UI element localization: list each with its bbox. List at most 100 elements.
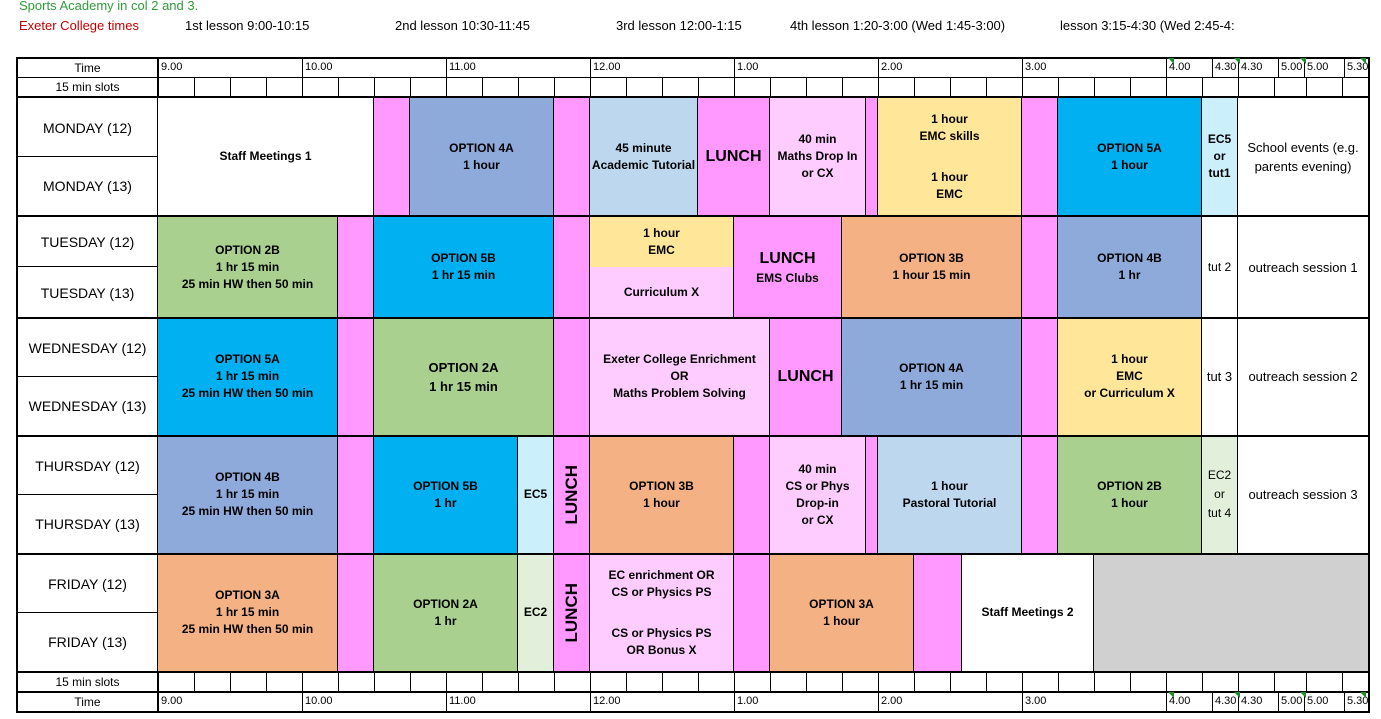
friday-option-3a: OPTION 3A 1 hr 15 min 25 min HW then 50 mi… (158, 554, 338, 671)
sports-academy-note: Sports Academy in col 2 and 3. (19, 0, 199, 13)
thursday-ec2-or-tut4: EC2 or tut 4 (1202, 436, 1238, 553)
tuesday-option-5b: OPTION 5B 1 hr 15 min (374, 216, 554, 318)
comment-marker-top-0 (1168, 58, 1174, 64)
tuesday-outreach: outreach session 1 (1238, 216, 1369, 318)
wednesday-break-3 (1022, 318, 1058, 435)
v-time-top-3 (590, 58, 591, 77)
tuesday-break-2 (554, 216, 590, 318)
v-slot-bottom-3 (266, 672, 267, 691)
footer-time-label: Time (74, 695, 101, 709)
v-slot-top-15 (698, 77, 699, 96)
v-time-top-2 (446, 58, 447, 77)
footer-tick-7: 4.00 (1169, 695, 1191, 707)
h-border-3 (16, 317, 1370, 319)
wednesday-lunch: LUNCH (770, 318, 842, 435)
v-slot-bottom-10 (518, 672, 519, 691)
header-tick-0: 9.00 (161, 61, 183, 73)
v-time-bottom-3 (590, 692, 591, 712)
header-tick-11: 5.00 (1307, 61, 1329, 73)
v-slot-bottom-6 (374, 672, 375, 691)
comment-marker-top-2 (1300, 58, 1306, 64)
v-slot-top-17 (770, 77, 771, 96)
lesson-time-2: 2nd lesson 10:30-11:45 (395, 18, 530, 33)
v-slot-bottom-12 (590, 672, 591, 691)
v-time-top-11 (1304, 58, 1305, 77)
v-time-top-0 (158, 58, 159, 77)
monday-ec5-or-tut1: EC5 or tut1 (1202, 98, 1238, 215)
footer-tick-1: 10.00 (305, 695, 333, 707)
monday-academic-tutorial: 45 minute Academic Tutorial (590, 98, 698, 215)
footer-tick-5: 2.00 (881, 695, 903, 707)
thursday-outreach: outreach session 3 (1238, 436, 1369, 553)
v-time-top-6 (1022, 58, 1023, 77)
h-header-divider (16, 77, 1370, 78)
footer-tick-6: 3.00 (1025, 695, 1047, 707)
thursday-option-2b: OPTION 2B 1 hour (1058, 436, 1202, 553)
h-border-8 (16, 711, 1370, 713)
v-slot-top-9 (482, 77, 483, 96)
footer-tick-8: 4.30 (1215, 695, 1237, 707)
v-slot-top-31 (1274, 77, 1275, 96)
v-slot-top-23 (986, 77, 987, 96)
header-tick-12: 5.30 (1347, 61, 1369, 73)
friday-option-3a-hour: OPTION 3A 1 hour (770, 554, 914, 671)
footer-tick-4: 1.00 (737, 695, 759, 707)
v-slot-top-8 (446, 77, 447, 96)
day-label-wednesday-13: WEDNESDAY (13) (28, 398, 147, 414)
day-label-tuesday-12: TUESDAY (12) (40, 233, 135, 250)
v-slot-top-5 (338, 77, 339, 96)
h-day-mon (16, 156, 158, 157)
header-tick-2: 11.00 (449, 61, 476, 73)
thursday-lunch: LUNCH (554, 436, 590, 553)
wednesday-option-2a: OPTION 2A 1 hr 15 min (374, 318, 554, 435)
comment-marker-top-1 (1234, 58, 1240, 64)
v-time-top-12 (1344, 58, 1345, 77)
v-slot-top-16 (734, 77, 735, 96)
v-slot-top-24 (1022, 77, 1023, 96)
h-border-6 (16, 671, 1370, 673)
day-label-thursday-12: THURSDAY (12) (35, 457, 140, 474)
wednesday-option-5a: OPTION 5A 1 hr 15 min 25 min HW then 50 mi… (158, 318, 338, 435)
footer-tick-9: 4.30 (1241, 695, 1263, 707)
monday-break-3 (866, 98, 878, 215)
v-time-bottom-6 (1022, 692, 1023, 712)
v-slot-bottom-7 (410, 672, 411, 691)
comment-marker-bottom-3 (1360, 692, 1366, 698)
v-slot-bottom-25 (1058, 672, 1059, 691)
friday-cs-physics-bonus: CS or Physics PS OR Bonus X (590, 613, 734, 671)
monday-break-4 (1022, 98, 1058, 215)
v-slot-top-19 (842, 77, 843, 96)
v-time-bottom-0 (158, 692, 159, 712)
friday-break-1 (338, 554, 374, 671)
v-time-bottom-5 (878, 692, 879, 712)
v-slot-top-12 (590, 77, 591, 96)
v-time-bottom-2 (446, 692, 447, 712)
monday-lunch: LUNCH (698, 98, 770, 215)
comment-marker-bottom-1 (1234, 692, 1240, 698)
v-slot-top-11 (554, 77, 555, 96)
day-label-friday-12: FRIDAY (12) (48, 575, 127, 592)
v-slot-bottom-15 (698, 672, 699, 691)
v-slot-bottom-11 (554, 672, 555, 691)
tuesday-option-4b: OPTION 4B 1 hr (1058, 216, 1202, 318)
v-slot-bottom-4 (302, 672, 303, 691)
v-slot-top-25 (1058, 77, 1059, 96)
friday-break-2 (734, 554, 770, 671)
thursday-break-1 (338, 436, 374, 553)
footer-slots-label: 15 min slots (55, 674, 120, 689)
header-tick-9: 4.30 (1241, 61, 1263, 73)
v-slot-bottom-1 (194, 672, 195, 691)
v-time-bottom-7 (1166, 692, 1167, 712)
footer-tick-2: 11.00 (449, 695, 476, 707)
friday-empty-grey (1094, 554, 1369, 671)
v-slot-bottom-19 (842, 672, 843, 691)
v-slot-bottom-30 (1238, 672, 1239, 691)
v-slot-bottom-8 (446, 672, 447, 691)
exeter-college-note: Exeter College times (19, 18, 139, 33)
v-slot-bottom-31 (1274, 672, 1275, 691)
v-time-top-10 (1278, 58, 1279, 77)
v-slot-top-32 (1306, 77, 1307, 96)
tuesday-option-2b: OPTION 2B 1 hr 15 min 25 min HW then 50 mi… (158, 216, 338, 318)
header-tick-5: 2.00 (881, 61, 903, 73)
